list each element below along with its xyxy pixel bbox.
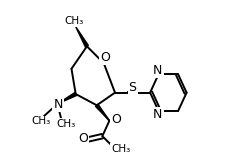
- Text: S: S: [128, 80, 136, 93]
- Text: N: N: [153, 64, 162, 77]
- Text: N: N: [53, 98, 63, 111]
- Text: N: N: [153, 108, 162, 121]
- Polygon shape: [57, 92, 76, 104]
- Text: O: O: [78, 132, 88, 145]
- Text: CH₃: CH₃: [56, 119, 75, 129]
- Text: CH₃: CH₃: [64, 16, 84, 26]
- Text: CH₃: CH₃: [111, 144, 130, 154]
- Polygon shape: [75, 27, 88, 47]
- Text: O: O: [111, 113, 121, 126]
- Text: CH₃: CH₃: [31, 116, 50, 126]
- Polygon shape: [95, 104, 109, 121]
- Text: O: O: [100, 51, 110, 64]
